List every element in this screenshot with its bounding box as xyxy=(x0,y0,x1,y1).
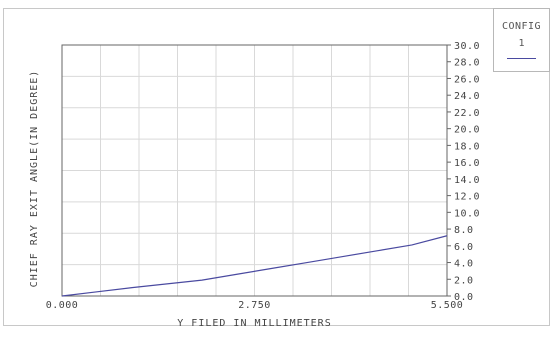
x-tick-label: 0.000 xyxy=(46,300,79,311)
y-tick-label: 18.0 xyxy=(454,141,480,152)
plot-frame xyxy=(3,8,550,326)
y-tick-label: 28.0 xyxy=(454,58,480,69)
y-tick-label: 2.0 xyxy=(454,275,474,286)
x-tick-label: 2.750 xyxy=(238,300,271,311)
y-tick-label: 24.0 xyxy=(454,91,480,102)
x-axis-label: Y FILED IN MILLIMETERS xyxy=(177,318,331,329)
y-tick-label: 14.0 xyxy=(454,175,480,186)
y-tick-label: 16.0 xyxy=(454,158,480,169)
y-tick-label: 8.0 xyxy=(454,225,474,236)
legend-box: CONFIG 1 xyxy=(493,8,550,72)
y-tick-label: 6.0 xyxy=(454,242,474,253)
y-axis-label: CHIEF RAY EXIT ANGLE(IN DEGREE) xyxy=(29,70,40,288)
y-tick-label: 30.0 xyxy=(454,41,480,52)
y-tick-label: 0.0 xyxy=(454,292,474,303)
ticks: 0.0 2.0 4.0 6.0 8.0 10.0 12.0 14.0 16.0 18.0 20.0 2… xyxy=(46,41,480,311)
series xyxy=(61,235,448,297)
y-tick-label: 20.0 xyxy=(454,125,480,136)
y-tick-label: 22.0 xyxy=(454,108,480,119)
grid xyxy=(62,45,447,296)
y-tick-label: 26.0 xyxy=(454,74,480,85)
y-tick-label: 4.0 xyxy=(454,259,474,270)
plot-border xyxy=(61,44,448,297)
legend-line-swatch xyxy=(507,58,536,59)
y-tick-label: 12.0 xyxy=(454,192,480,203)
x-tick-label: 5.500 xyxy=(431,300,464,311)
legend-title: CONFIG xyxy=(501,21,542,32)
series-line xyxy=(61,235,448,297)
legend-config-number: 1 xyxy=(518,38,525,49)
y-tick-label: 10.0 xyxy=(454,208,480,219)
